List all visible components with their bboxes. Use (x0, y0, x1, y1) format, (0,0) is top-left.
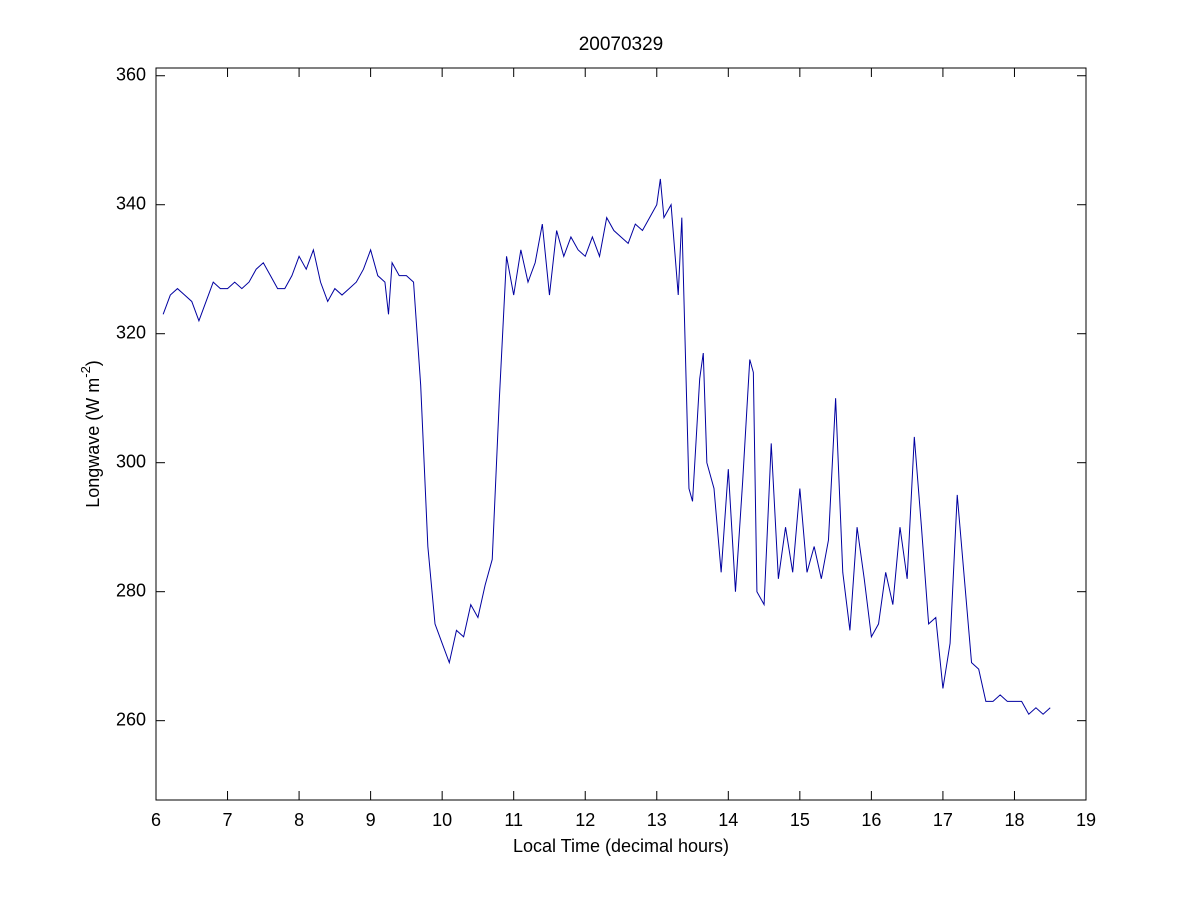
y-tick-label: 280 (116, 580, 146, 600)
x-tick-label: 15 (790, 810, 810, 830)
x-tick-label: 13 (647, 810, 667, 830)
x-tick-label: 10 (432, 810, 452, 830)
x-tick-label: 9 (366, 810, 376, 830)
y-tick-label: 300 (116, 451, 146, 471)
plot-frame (155, 67, 1087, 801)
x-tick-label: 17 (933, 810, 953, 830)
x-tick-label: 6 (151, 810, 161, 830)
x-tick-label: 16 (861, 810, 881, 830)
y-tick-label: 320 (116, 322, 146, 342)
x-axis-label: Local Time (decimal hours) (513, 836, 729, 856)
y-axis-label-main: Longwave (W m (83, 378, 103, 508)
x-tick-label: 8 (294, 810, 304, 830)
x-tick-label: 11 (504, 810, 523, 830)
data-line (162, 178, 1051, 716)
chart-title: 20070329 (579, 34, 664, 55)
y-axis-label: Longwave (W m-2) (78, 360, 102, 508)
y-tick-label: 340 (116, 193, 146, 213)
x-tick-label: 7 (223, 810, 233, 830)
x-tick-label: 18 (1004, 810, 1024, 830)
x-tick-label: 14 (718, 810, 738, 830)
y-tick-label: 360 (116, 64, 146, 84)
x-tick-label: 19 (1076, 810, 1096, 830)
y-axis-label-sup: -2 (78, 366, 93, 378)
y-axis-label-end: ) (83, 360, 103, 366)
x-tick-label: 12 (575, 810, 595, 830)
y-tick-label: 260 (116, 709, 146, 729)
